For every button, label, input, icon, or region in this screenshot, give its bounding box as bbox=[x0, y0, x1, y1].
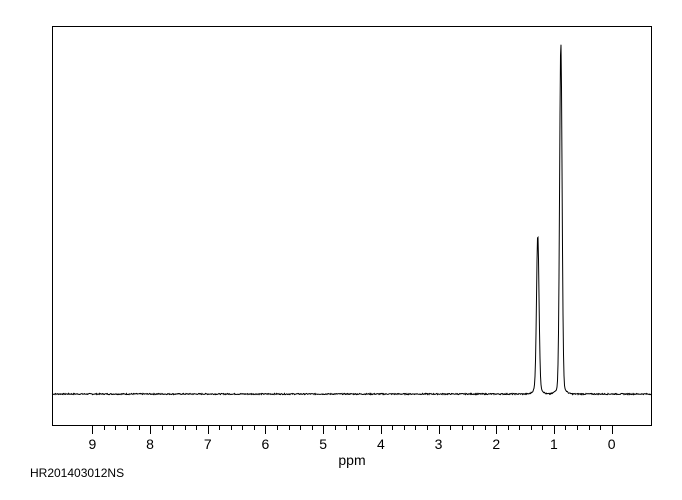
x-tick-major bbox=[496, 426, 497, 434]
x-tick-major bbox=[381, 426, 382, 434]
x-tick-major bbox=[612, 426, 613, 434]
x-tick-minor bbox=[508, 426, 509, 430]
x-tick-minor bbox=[369, 426, 370, 430]
x-tick-minor bbox=[519, 426, 520, 430]
nmr-spectrum-figure: { "plot": { "type": "nmr-spectrum", "box… bbox=[0, 0, 682, 500]
x-tick-minor bbox=[173, 426, 174, 430]
x-tick-minor bbox=[542, 426, 543, 430]
x-tick-label: 9 bbox=[88, 436, 96, 452]
x-tick-minor bbox=[565, 426, 566, 430]
x-tick-minor bbox=[531, 426, 532, 430]
x-tick-major bbox=[265, 426, 266, 434]
x-tick-minor bbox=[312, 426, 313, 430]
x-tick-minor bbox=[392, 426, 393, 430]
x-tick-minor bbox=[450, 426, 451, 430]
x-tick-major bbox=[554, 426, 555, 434]
x-tick-major bbox=[92, 426, 93, 434]
x-tick-label: 8 bbox=[146, 436, 154, 452]
footer-code: HR201403012NS bbox=[30, 466, 124, 480]
x-tick-label: 4 bbox=[377, 436, 385, 452]
x-tick-minor bbox=[473, 426, 474, 430]
x-tick-minor bbox=[219, 426, 220, 430]
x-tick-label: 2 bbox=[492, 436, 500, 452]
x-tick-major bbox=[208, 426, 209, 434]
x-tick-minor bbox=[300, 426, 301, 430]
x-tick-minor bbox=[427, 426, 428, 430]
x-tick-label: 5 bbox=[319, 436, 327, 452]
x-tick-minor bbox=[289, 426, 290, 430]
x-tick-major bbox=[439, 426, 440, 434]
x-tick-major bbox=[323, 426, 324, 434]
x-tick-label: 0 bbox=[608, 436, 616, 452]
x-tick-minor bbox=[346, 426, 347, 430]
x-tick-minor bbox=[254, 426, 255, 430]
x-tick-minor bbox=[242, 426, 243, 430]
x-tick-minor bbox=[589, 426, 590, 430]
x-tick-minor bbox=[462, 426, 463, 430]
x-tick-label: 6 bbox=[262, 436, 270, 452]
x-tick-minor bbox=[404, 426, 405, 430]
x-tick-minor bbox=[231, 426, 232, 430]
x-tick-minor bbox=[139, 426, 140, 430]
x-tick-minor bbox=[415, 426, 416, 430]
x-tick-minor bbox=[196, 426, 197, 430]
x-tick-minor bbox=[127, 426, 128, 430]
x-tick-minor bbox=[485, 426, 486, 430]
x-tick-minor bbox=[577, 426, 578, 430]
x-tick-minor bbox=[115, 426, 116, 430]
x-tick-minor bbox=[104, 426, 105, 430]
x-tick-minor bbox=[185, 426, 186, 430]
x-tick-label: 1 bbox=[550, 436, 558, 452]
x-tick-label: 3 bbox=[435, 436, 443, 452]
x-tick-label: 7 bbox=[204, 436, 212, 452]
x-axis-label: ppm bbox=[338, 452, 365, 468]
x-tick-minor bbox=[600, 426, 601, 430]
x-tick-major bbox=[150, 426, 151, 434]
spectrum-line bbox=[0, 0, 682, 500]
x-tick-minor bbox=[358, 426, 359, 430]
x-tick-minor bbox=[335, 426, 336, 430]
x-tick-minor bbox=[277, 426, 278, 430]
x-tick-minor bbox=[162, 426, 163, 430]
